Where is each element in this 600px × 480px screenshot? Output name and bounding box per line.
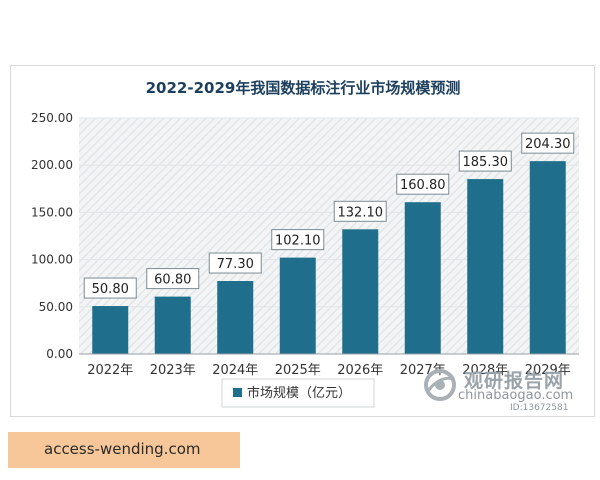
data-label-box bbox=[521, 132, 575, 154]
x-tick-label: 2028年 bbox=[462, 363, 508, 378]
y-tick-label: 100.00 bbox=[31, 253, 73, 267]
legend: 市场规模（亿元） bbox=[221, 378, 375, 408]
data-label: 132.10 bbox=[338, 205, 384, 220]
bar-2026年 bbox=[342, 229, 379, 354]
data-label: 60.80 bbox=[154, 273, 191, 288]
watermark-brand: 观研报告网 bbox=[464, 370, 565, 392]
data-label: 185.30 bbox=[463, 155, 509, 170]
data-label: 50.80 bbox=[92, 282, 129, 297]
bar-2022年 bbox=[92, 306, 129, 354]
data-label: 77.30 bbox=[217, 257, 254, 272]
data-label: 160.80 bbox=[400, 178, 446, 193]
y-tick-label: 0.00 bbox=[46, 347, 73, 361]
x-tick-label: 2023年 bbox=[150, 363, 196, 378]
chart-title: 2022-2029年我国数据标注行业市场规模预测 bbox=[146, 79, 461, 97]
x-tick-label: 2024年 bbox=[212, 363, 258, 378]
x-tick-label: 2026年 bbox=[337, 363, 383, 378]
data-label-box bbox=[458, 150, 512, 172]
caption-banner: access-wending.com bbox=[8, 432, 240, 468]
bar-2024年 bbox=[217, 281, 254, 354]
bar-2029年 bbox=[529, 161, 566, 354]
legend-swatch bbox=[233, 388, 242, 397]
watermark-site: chinabaogao.com bbox=[458, 388, 574, 403]
bar-2023年 bbox=[154, 296, 191, 354]
bar-2027年 bbox=[404, 202, 441, 354]
x-tick-label: 2022年 bbox=[87, 363, 133, 378]
y-tick-label: 50.00 bbox=[39, 300, 73, 314]
data-label: 102.10 bbox=[275, 234, 321, 249]
watermark-id: ID:13672581 bbox=[510, 403, 569, 413]
data-label-box bbox=[83, 277, 137, 299]
legend-label: 市场规模（亿元） bbox=[247, 385, 351, 401]
banner-text: access-wending.com bbox=[44, 440, 201, 458]
data-label-box bbox=[208, 252, 262, 274]
chart-frame: 2022-2029年我国数据标注行业市场规模预测 50.80 60.80 77.30… bbox=[10, 65, 595, 417]
x-tick-label: 2029年 bbox=[525, 363, 571, 378]
data-label-box bbox=[271, 229, 325, 251]
bar-2025年 bbox=[279, 257, 316, 354]
x-tick-label: 2025年 bbox=[275, 363, 321, 378]
bar-2028年 bbox=[467, 179, 504, 354]
data-label-box bbox=[396, 173, 450, 195]
watermark: 观研报告网 chinabaogao.com ID:13672581 bbox=[420, 363, 595, 415]
y-tick-label: 250.00 bbox=[31, 111, 73, 125]
data-label-box bbox=[333, 200, 387, 222]
y-tick-label: 200.00 bbox=[31, 158, 73, 172]
brand-logo-icon bbox=[424, 369, 456, 401]
data-label-box bbox=[146, 268, 200, 290]
legend-box bbox=[221, 378, 375, 408]
y-tick-label: 150.00 bbox=[31, 205, 73, 219]
data-label: 204.30 bbox=[525, 137, 571, 152]
bar-chart: 2022-2029年我国数据标注行业市场规模预测 50.80 60.80 77.30… bbox=[31, 79, 579, 408]
